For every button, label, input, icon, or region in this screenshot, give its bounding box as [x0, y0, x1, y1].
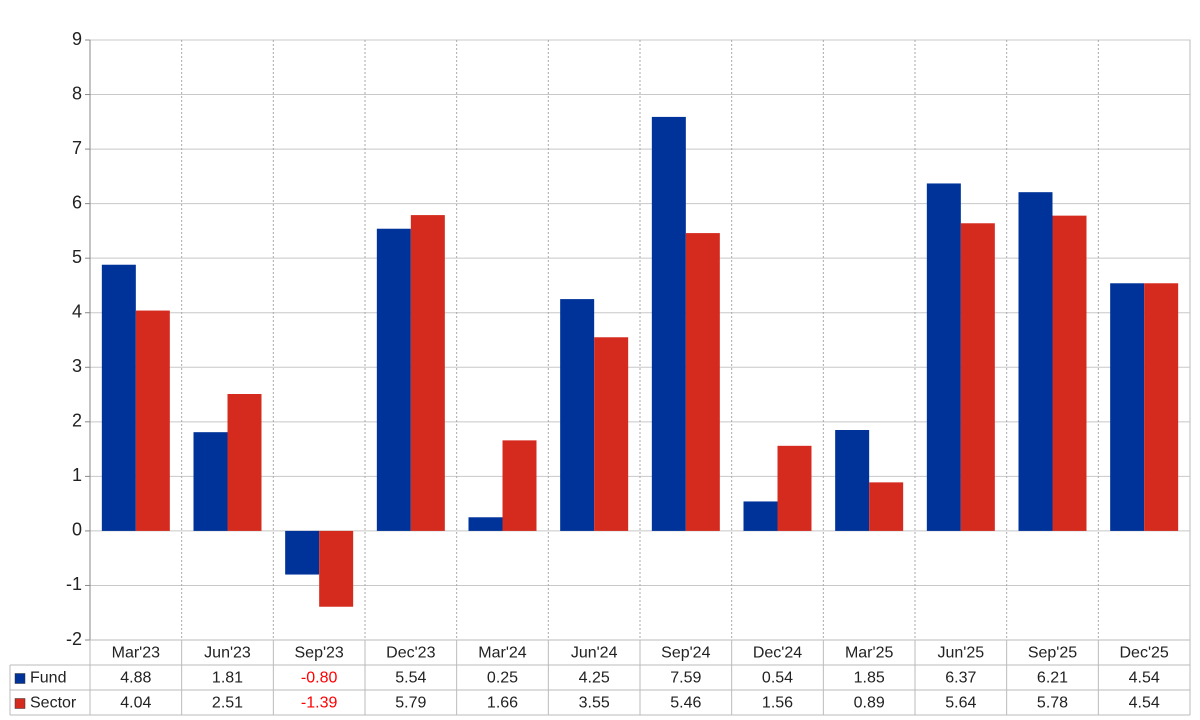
table-value: 0.89 [854, 695, 885, 712]
bar [135, 310, 170, 531]
bar [101, 264, 136, 531]
x-tick-label: Dec'24 [753, 645, 802, 662]
table-value: 5.46 [670, 695, 701, 712]
bar [685, 233, 720, 531]
table-value: 5.64 [945, 695, 976, 712]
bar [468, 517, 503, 531]
bar [193, 432, 228, 531]
bar [1144, 283, 1179, 531]
y-tick-label: 4 [72, 301, 82, 321]
bar [319, 530, 354, 607]
x-tick-label: Jun'24 [571, 645, 618, 662]
bar [560, 299, 595, 531]
bar [1110, 283, 1145, 531]
y-tick-label: -1 [66, 574, 82, 594]
bar [651, 116, 686, 531]
bar [926, 183, 961, 531]
x-tick-label: Sep'24 [661, 645, 710, 662]
x-tick-label: Jun'23 [204, 645, 251, 662]
table-value: 5.54 [395, 670, 426, 687]
bar [1018, 192, 1053, 531]
y-tick-label: 3 [72, 356, 82, 376]
table-value: -1.39 [301, 695, 338, 712]
table-value: 6.37 [945, 670, 976, 687]
bar [960, 223, 995, 531]
bar [777, 445, 812, 531]
table-value: 1.66 [487, 695, 518, 712]
bar [502, 440, 537, 531]
x-tick-label: Mar'25 [845, 645, 894, 662]
y-tick-label: 6 [72, 192, 82, 212]
table-value: 0.25 [487, 670, 518, 687]
table-value: 4.54 [1129, 695, 1160, 712]
y-tick-label: 1 [72, 465, 82, 485]
legend-label: Fund [30, 670, 66, 687]
x-tick-label: Mar'23 [112, 645, 161, 662]
table-value: 4.04 [120, 695, 151, 712]
legend-swatch [14, 698, 26, 709]
x-tick-label: Sep'23 [295, 645, 344, 662]
legend-swatch [14, 673, 26, 684]
table-value: 5.78 [1037, 695, 1068, 712]
y-tick-label: -2 [66, 629, 82, 649]
bar [835, 430, 870, 531]
bar [1052, 215, 1087, 531]
table-value: 2.51 [212, 695, 243, 712]
bar [227, 394, 262, 531]
x-tick-label: Dec'23 [386, 645, 435, 662]
table-value: 4.25 [579, 670, 610, 687]
legend-label: Sector [30, 695, 77, 712]
bar [285, 530, 320, 575]
x-tick-label: Sep'25 [1028, 645, 1077, 662]
x-tick-label: Jun'25 [938, 645, 985, 662]
y-tick-label: 0 [72, 520, 82, 540]
table-value: 5.79 [395, 695, 426, 712]
x-tick-label: Dec'25 [1120, 645, 1169, 662]
y-tick-label: 5 [72, 247, 82, 267]
bar [410, 215, 445, 531]
y-tick-label: 7 [72, 138, 82, 158]
table-value: -0.80 [301, 670, 338, 687]
table-value: 7.59 [670, 670, 701, 687]
table-value: 1.56 [762, 695, 793, 712]
table-value: 4.54 [1129, 670, 1160, 687]
table-value: 0.54 [762, 670, 793, 687]
table-value: 3.55 [579, 695, 610, 712]
table-value: 1.85 [854, 670, 885, 687]
y-tick-label: 9 [72, 29, 82, 49]
bar [594, 337, 629, 531]
y-tick-label: 8 [72, 83, 82, 103]
table-value: 6.21 [1037, 670, 1068, 687]
table-value: 1.81 [212, 670, 243, 687]
bar [743, 501, 778, 531]
table-value: 4.88 [120, 670, 151, 687]
x-tick-label: Mar'24 [478, 645, 527, 662]
bar [376, 228, 411, 531]
bar [869, 482, 904, 531]
y-tick-label: 2 [72, 411, 82, 431]
